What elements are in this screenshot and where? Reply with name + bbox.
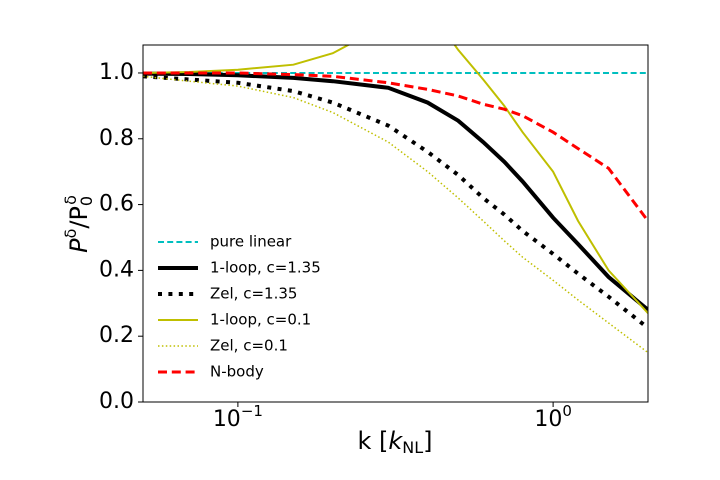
y-label-sup: δ bbox=[61, 229, 80, 239]
x-label-sub: NL bbox=[402, 438, 423, 457]
series-line bbox=[143, 75, 648, 354]
x-label-close: ] bbox=[423, 427, 432, 455]
series-line bbox=[143, 71, 648, 222]
x-tick-label: 10−1 bbox=[213, 402, 263, 433]
legend-label: 1-loop, c=0.1 bbox=[210, 311, 311, 329]
x-axis-label: k [kNL] bbox=[357, 427, 432, 457]
y-label-sub: 0 bbox=[77, 196, 96, 206]
y-tick-label: 0.6 bbox=[99, 192, 134, 217]
tick-base: 10 bbox=[534, 407, 562, 432]
legend-label: N-body bbox=[210, 363, 264, 381]
tick-exponent: −1 bbox=[241, 402, 263, 420]
series-line bbox=[143, 71, 648, 312]
legend-label: 1-loop, c=1.35 bbox=[210, 259, 321, 277]
axes-frame bbox=[142, 44, 649, 403]
legend-label: Zel, c=0.1 bbox=[210, 337, 288, 355]
y-label-p: P bbox=[65, 238, 93, 253]
series-line bbox=[143, 45, 648, 314]
plot-area bbox=[143, 45, 648, 354]
y-tick-label: 0.8 bbox=[99, 126, 134, 151]
x-label-k: k bbox=[388, 427, 403, 455]
legend-label: pure linear bbox=[210, 233, 292, 251]
tick-base: 10 bbox=[213, 407, 241, 432]
x-label-text: k [ bbox=[357, 427, 388, 455]
y-axis-label: Pδ/P0δ bbox=[61, 195, 96, 253]
x-tick-label: 100 bbox=[534, 402, 572, 433]
y-label-sup2: δ bbox=[61, 195, 80, 205]
y-tick-label: 0.4 bbox=[99, 257, 134, 282]
legend-label: Zel, c=1.35 bbox=[210, 285, 297, 303]
tick-exponent: 0 bbox=[562, 402, 572, 420]
y-tick-label: 0.2 bbox=[99, 323, 134, 348]
y-label-mid: /P bbox=[65, 206, 93, 229]
y-tick-label: 0.0 bbox=[99, 389, 134, 414]
y-tick-label: 1.0 bbox=[99, 60, 134, 85]
